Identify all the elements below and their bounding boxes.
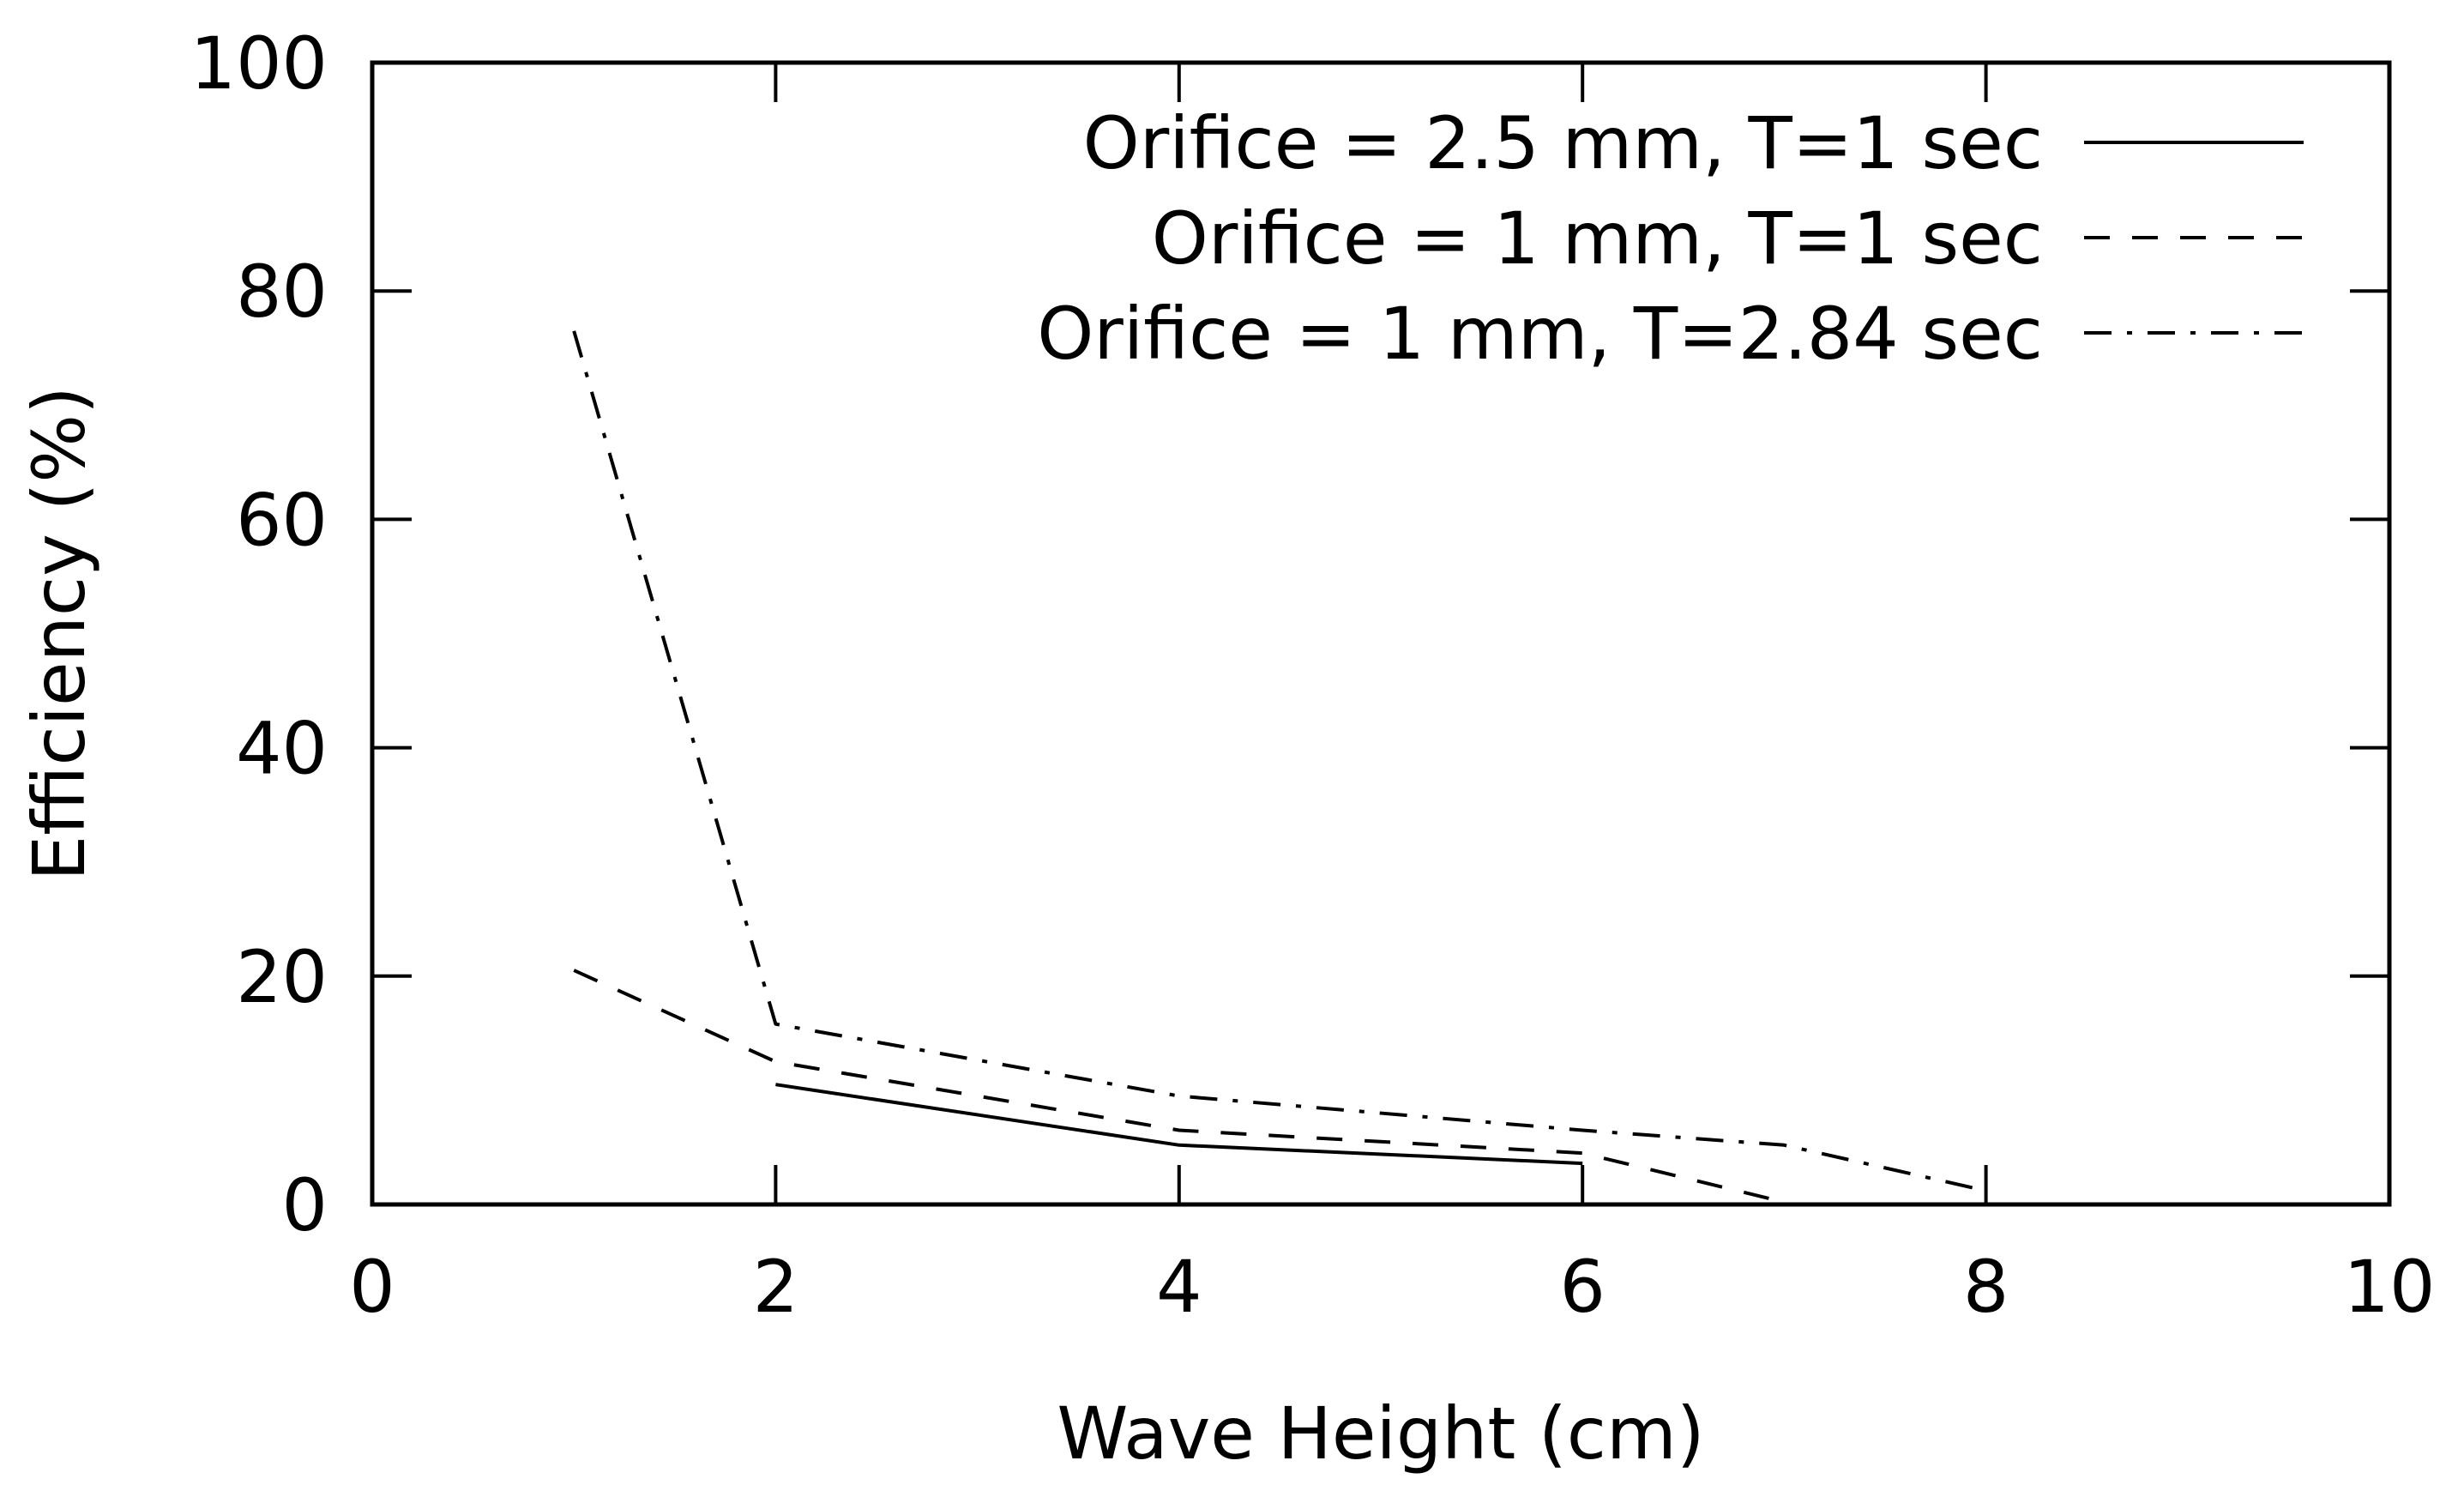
- legend-label: Orifice = 1 mm, T=2.84 sec: [1037, 292, 2043, 376]
- y-axis-title: Efficiency (%): [17, 386, 101, 881]
- y-tick-label: 60: [236, 478, 328, 562]
- x-tick-label: 6: [1559, 1245, 1605, 1329]
- x-tick-label: 0: [349, 1245, 395, 1329]
- x-tick-label: 2: [753, 1245, 798, 1329]
- x-axis-tick-labels: 0 2 4 6 8 10: [349, 1245, 2435, 1329]
- legend-label: Orifice = 1 mm, T=1 sec: [1152, 196, 2043, 281]
- plot-area-border: [370, 60, 2392, 1207]
- series-lines: [572, 330, 1987, 1204]
- series-line-1: [775, 1083, 1583, 1166]
- series-line-3: [572, 330, 1987, 1192]
- x-tick-label: 8: [1963, 1245, 2009, 1329]
- y-tick-label: 40: [236, 707, 328, 791]
- legend-label: Orifice = 2.5 mm, T=1 sec: [1083, 101, 2043, 185]
- x-axis-title: Wave Height (cm): [1057, 1391, 1704, 1476]
- x-tick-label: 10: [2344, 1245, 2436, 1329]
- y-tick-label: 100: [190, 21, 328, 106]
- y-tick-label: 20: [236, 935, 328, 1019]
- x-tick-label: 4: [1156, 1245, 1202, 1329]
- series-line-2: [573, 969, 1785, 1204]
- y-tick-label: 0: [282, 1163, 328, 1247]
- y-axis-tick-labels: 0 20 40 60 80 100: [190, 21, 328, 1247]
- y-tick-label: 80: [236, 250, 328, 334]
- legend-entry: Orifice = 1 mm, T=1 sec: [1152, 196, 2304, 281]
- legend-entry: Orifice = 2.5 mm, T=1 sec: [1083, 101, 2304, 185]
- legend: Orifice = 2.5 mm, T=1 sec Orifice = 1 mm,…: [1037, 101, 2304, 376]
- legend-entry: Orifice = 1 mm, T=2.84 sec: [1037, 292, 2304, 376]
